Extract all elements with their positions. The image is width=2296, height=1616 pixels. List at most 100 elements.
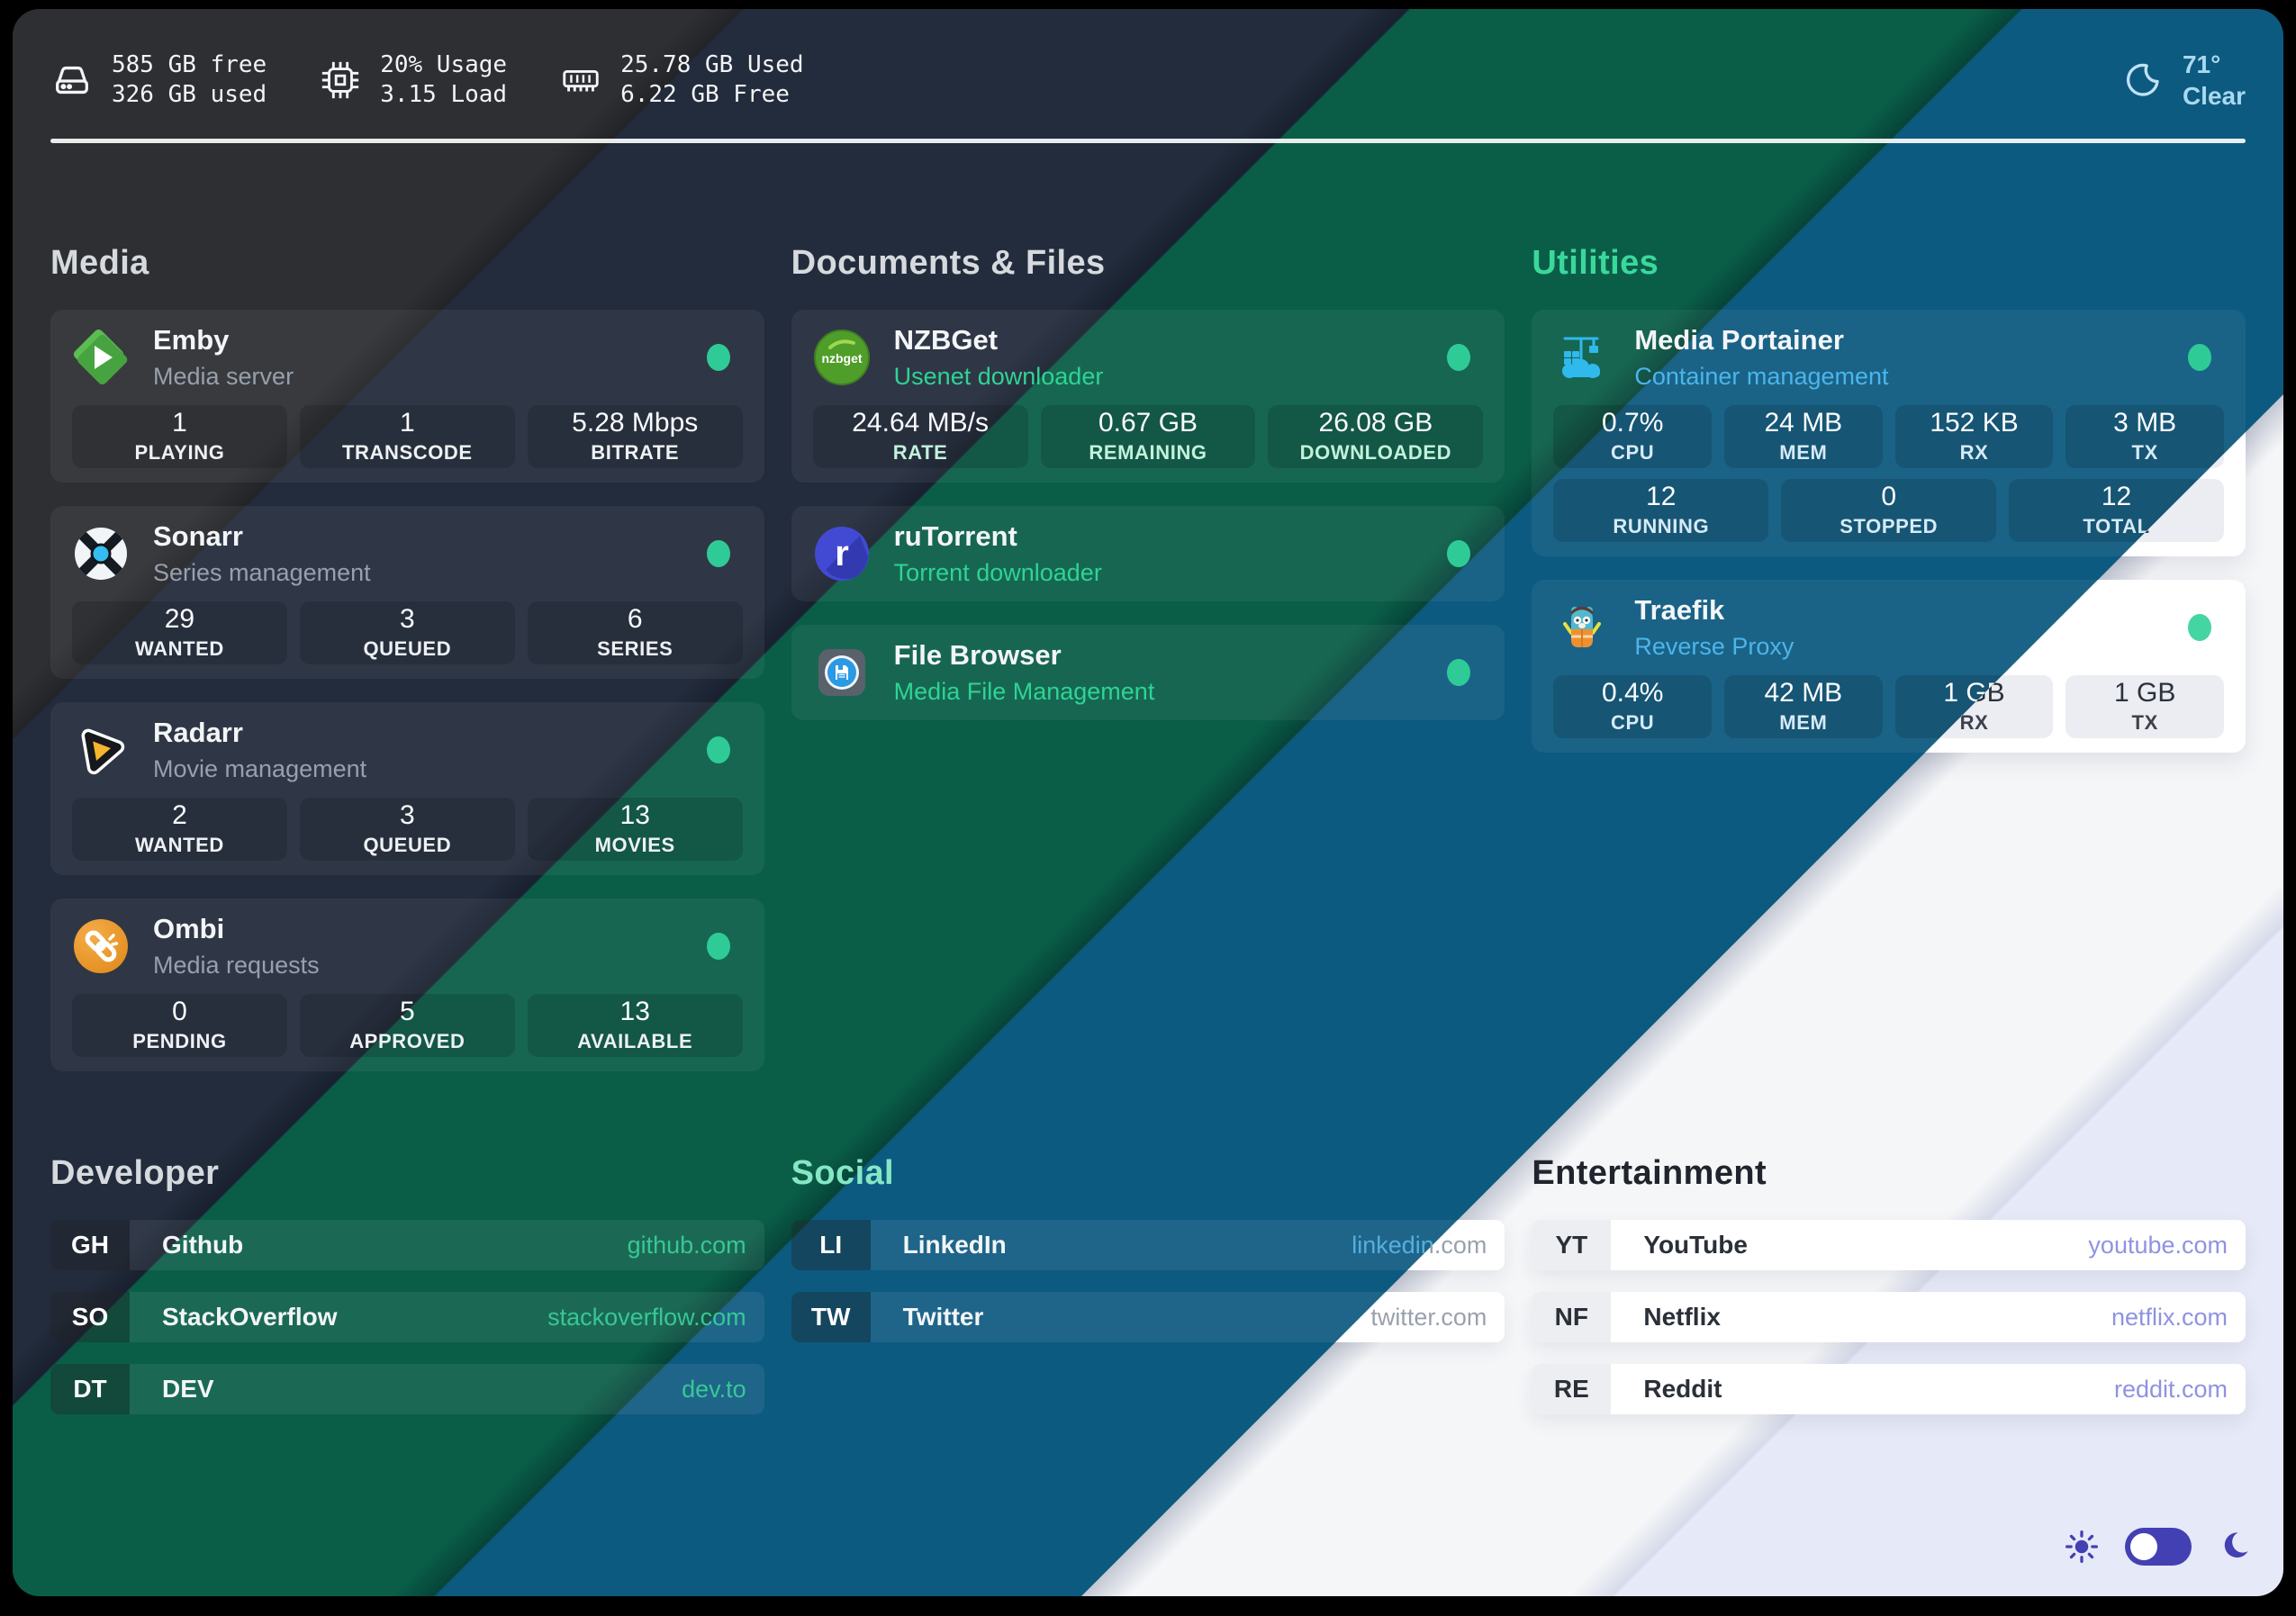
theme-toggle[interactable]	[2125, 1528, 2192, 1566]
link-name: Github	[162, 1231, 244, 1259]
weather-condition: Clear	[2182, 82, 2246, 110]
service-title: ruTorrent	[893, 520, 1017, 552]
link-abbr: SO	[50, 1292, 130, 1342]
service-title: Media Portainer	[1634, 324, 1844, 356]
moon-icon	[2118, 57, 2165, 104]
weather-widget: 71° Clear	[2118, 49, 2246, 112]
ram-stats: 25.78 GB Used 6.22 GB Free	[559, 50, 804, 110]
cpu-icon	[319, 59, 362, 102]
cpu-load: 3.15 Load	[380, 81, 508, 108]
link-abbr: YT	[1532, 1220, 1612, 1270]
stat-box: 0.7%CPU	[1553, 405, 1713, 468]
service-title: Traefik	[1634, 594, 1725, 626]
service-card-portainer[interactable]: Media Portainer Container management 0.7…	[1532, 310, 2246, 556]
ombi-icon	[72, 917, 130, 975]
link-name: DEV	[162, 1375, 214, 1403]
moon-toggle-icon[interactable]	[2217, 1530, 2251, 1564]
service-title: Ombi	[153, 913, 225, 944]
link-row-github[interactable]: GH Github github.com	[50, 1220, 764, 1270]
link-name: StackOverflow	[162, 1303, 338, 1331]
cpu-usage: 20% Usage	[380, 51, 508, 78]
service-title: Emby	[153, 324, 230, 356]
status-dot	[1447, 344, 1471, 371]
link-abbr: DT	[50, 1364, 130, 1414]
svg-text:r: r	[835, 534, 849, 573]
link-row-dev[interactable]: DT DEV dev.to	[50, 1364, 764, 1414]
disk-icon	[50, 59, 94, 102]
disk-stats: 585 GB free 326 GB used	[50, 50, 267, 110]
filebrowser-icon	[813, 644, 871, 701]
service-title: Sonarr	[153, 520, 243, 552]
link-row-netflix[interactable]: NF Netflix netflix.com	[1532, 1292, 2246, 1342]
service-subtitle: Series management	[153, 559, 371, 586]
ram-used: 25.78 GB Used	[620, 51, 804, 78]
weather-temp: 71°	[2182, 50, 2221, 78]
status-dot	[706, 540, 730, 567]
status-dot	[706, 736, 730, 763]
link-row-reddit[interactable]: RE Reddit reddit.com	[1532, 1364, 2246, 1414]
link-name: Netflix	[1643, 1303, 1721, 1331]
service-title: Radarr	[153, 717, 243, 748]
group-entertainment: Entertainment YT YouTube youtube.com NF …	[1532, 1154, 2246, 1414]
link-row-linkedin[interactable]: LI LinkedIn linkedin.com	[791, 1220, 1505, 1270]
service-title: NZBGet	[893, 324, 999, 356]
disk-free: 585 GB free	[112, 51, 267, 78]
link-abbr: LI	[791, 1220, 871, 1270]
service-card-rutorrent[interactable]: r ruTorrent Torrent downloader	[791, 506, 1505, 601]
status-dot	[1447, 540, 1471, 567]
service-card-filebrowser[interactable]: File Browser Media File Management	[791, 625, 1505, 720]
group-documents: Documents & Files nzbget NZBGet Usenet	[791, 244, 1505, 720]
status-dot	[706, 344, 730, 371]
nzbget-icon: nzbget	[813, 329, 871, 386]
link-row-stackoverflow[interactable]: SO StackOverflow stackoverflow.com	[50, 1292, 764, 1342]
dashboard-window: 585 GB free 326 GB used 20% Usage 3.15 L…	[13, 9, 2283, 1596]
link-abbr: GH	[50, 1220, 130, 1270]
link-abbr: TW	[791, 1292, 871, 1342]
link-url: twitter.com	[1370, 1303, 1487, 1331]
service-subtitle: Container management	[1634, 363, 1889, 390]
stat-box: 0.4%CPU	[1553, 675, 1713, 738]
header-divider	[50, 139, 2246, 143]
cpu-stats: 20% Usage 3.15 Load	[319, 50, 507, 110]
service-subtitle: Movie management	[153, 755, 367, 782]
emby-icon	[71, 327, 130, 387]
group-developer: Developer GH Github github.com SO StackO…	[50, 1154, 764, 1414]
link-name: Reddit	[1643, 1375, 1722, 1403]
link-abbr: NF	[1532, 1292, 1612, 1342]
ram-icon	[559, 59, 602, 102]
service-subtitle: Torrent downloader	[893, 559, 1102, 586]
sun-icon[interactable]	[2064, 1529, 2100, 1565]
portainer-icon	[1553, 329, 1611, 386]
link-url: github.com	[627, 1231, 746, 1259]
link-url: youtube.com	[2088, 1231, 2228, 1259]
link-row-youtube[interactable]: YT YouTube youtube.com	[1532, 1220, 2246, 1270]
service-title: File Browser	[893, 639, 1062, 671]
theme-switcher	[2064, 1528, 2251, 1566]
rutorrent-icon: r	[813, 525, 871, 582]
link-url: netflix.com	[2111, 1303, 2228, 1331]
traefik-icon	[1553, 599, 1611, 656]
service-card-nzbget[interactable]: nzbget NZBGet Usenet downloader 24.64 MB…	[791, 310, 1505, 483]
section-title-social: Social	[791, 1154, 895, 1192]
